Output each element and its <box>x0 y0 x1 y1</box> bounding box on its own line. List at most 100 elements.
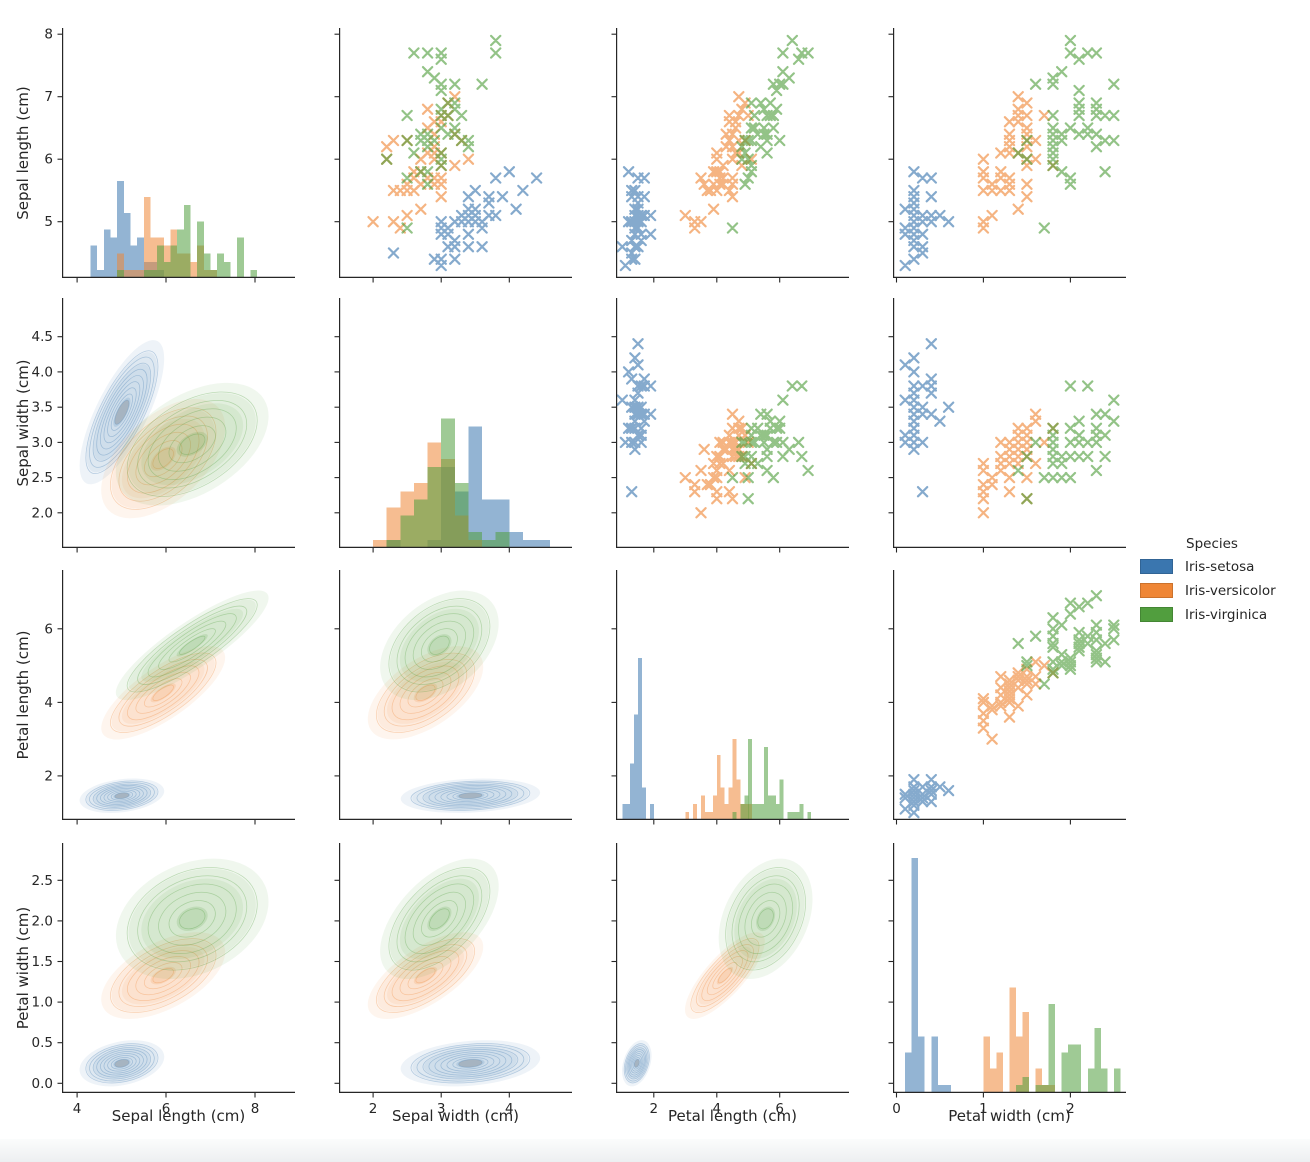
axis-ticks <box>57 336 256 553</box>
svg-text:4: 4 <box>713 1101 722 1117</box>
subplot-row2-col3 <box>611 298 849 553</box>
page-bottom-edge <box>0 1139 1310 1162</box>
axis-ticks <box>57 628 256 825</box>
legend-item: Iris-virginica <box>1140 606 1276 623</box>
tick-labels: 2.0 2.5 3.0 3.5 4.0 4.5 <box>32 329 53 521</box>
svg-text:4: 4 <box>73 1101 82 1117</box>
scatter-points <box>899 34 1120 272</box>
axis-ticks <box>334 879 510 1098</box>
svg-text:0.5: 0.5 <box>32 1035 53 1051</box>
svg-text:2.0: 2.0 <box>32 505 53 521</box>
svg-text:2.5: 2.5 <box>32 873 53 889</box>
kde-contours <box>79 590 269 813</box>
tick-labels: 5 6 7 8 <box>44 27 53 230</box>
subplot-row1-col3 <box>611 28 849 283</box>
plot-spines <box>339 570 572 820</box>
kde-contours <box>79 858 269 1087</box>
kde-contours <box>79 340 269 519</box>
scatter-points <box>616 34 814 272</box>
legend-title: Species <box>1186 536 1238 552</box>
tick-labels: 2 3 4 <box>369 1101 514 1117</box>
axis-ticks <box>611 336 781 553</box>
svg-text:0.0: 0.0 <box>32 1076 53 1092</box>
axis-ticks <box>888 336 1071 553</box>
subplot-row3-col4 <box>888 570 1126 825</box>
legend-label: Iris-virginica <box>1185 606 1268 623</box>
svg-text:6: 6 <box>44 152 53 168</box>
subplot-row3-col3 <box>611 570 849 825</box>
x-axis-label-petal-length: Petal length (cm) <box>668 1107 797 1125</box>
histogram-bars <box>90 180 258 278</box>
y-axis-label-sepal-length: Sepal length (cm) <box>14 86 32 220</box>
plot-spines <box>339 843 572 1093</box>
plot-spines <box>893 298 1126 548</box>
svg-text:3.5: 3.5 <box>32 400 53 416</box>
legend-item: Iris-setosa <box>1140 558 1276 575</box>
plot-spines <box>62 570 295 820</box>
subplot-row1-col4 <box>888 28 1126 283</box>
legend-swatch-iris-virginica <box>1140 607 1173 622</box>
svg-text:4.0: 4.0 <box>32 364 53 380</box>
svg-text:1.0: 1.0 <box>32 995 53 1011</box>
svg-text:1.5: 1.5 <box>32 954 53 970</box>
plot-spines <box>616 298 849 548</box>
svg-text:6: 6 <box>44 621 53 637</box>
y-axis-label-petal-length: Petal length (cm) <box>14 630 32 760</box>
tick-labels: 2 4 6 <box>44 621 53 784</box>
svg-text:5: 5 <box>44 214 53 230</box>
subplot-row4-col4: 0 1 2 <box>888 843 1126 1117</box>
x-axis-label-sepal-width: Sepal width (cm) <box>391 1107 520 1125</box>
tick-labels: 4 6 8 0.0 0.5 1.0 1.5 2.0 2.5 <box>32 873 260 1117</box>
subplot-row3-col2 <box>334 570 572 825</box>
histogram-bars <box>373 418 551 548</box>
kde-contours <box>367 590 541 813</box>
svg-text:0: 0 <box>892 1101 901 1117</box>
plot-spines <box>339 298 572 548</box>
plot-spines <box>62 843 295 1093</box>
axis-ticks <box>57 879 256 1098</box>
histogram-bars <box>622 657 812 820</box>
svg-text:2: 2 <box>44 768 53 784</box>
scatter-points <box>899 590 1120 819</box>
svg-text:4: 4 <box>505 1101 514 1117</box>
plot-spines <box>62 298 295 548</box>
axis-ticks <box>611 33 781 283</box>
scatter-points <box>616 338 814 519</box>
plot-spines <box>893 843 1126 1093</box>
axis-ticks <box>888 879 1071 1098</box>
subplot-row2-col1: 2.0 2.5 3.0 3.5 4.0 4.5 <box>32 298 295 553</box>
legend: Species Iris-setosa Iris-versicolor Iris… <box>1140 536 1276 631</box>
legend-swatch-iris-setosa <box>1140 559 1173 574</box>
svg-text:2.0: 2.0 <box>32 913 53 929</box>
scatter-points <box>367 34 543 272</box>
axis-ticks <box>57 33 256 283</box>
subplot-row2-col2 <box>334 298 572 553</box>
svg-text:1: 1 <box>979 1101 988 1117</box>
kde-contours <box>367 858 541 1087</box>
svg-text:4: 4 <box>44 695 53 711</box>
plot-spines <box>616 843 849 1093</box>
axis-ticks <box>334 336 510 553</box>
svg-text:2: 2 <box>1066 1101 1075 1117</box>
plot-spines <box>616 28 849 278</box>
subplot-row1-col2 <box>334 28 572 283</box>
axis-ticks <box>888 33 1071 283</box>
svg-text:8: 8 <box>251 1101 260 1117</box>
tick-labels: 2 4 6 <box>650 1101 784 1117</box>
plot-spines <box>893 570 1126 820</box>
svg-text:8: 8 <box>44 27 53 43</box>
axis-ticks <box>611 879 781 1098</box>
histogram-bars <box>905 858 1121 1093</box>
legend-label: Iris-versicolor <box>1185 582 1276 599</box>
svg-text:3: 3 <box>437 1101 446 1117</box>
legend-label: Iris-setosa <box>1185 558 1255 575</box>
legend-item: Iris-versicolor <box>1140 582 1276 599</box>
svg-text:6: 6 <box>775 1101 784 1117</box>
scatter-points <box>899 338 1120 519</box>
axis-ticks <box>888 628 1071 825</box>
subplot-row4-col1: 4 6 8 0.0 0.5 1.0 1.5 2.0 2.5 <box>32 843 295 1117</box>
plot-spines <box>62 28 295 278</box>
x-axis-label-petal-width: Petal width (cm) <box>948 1107 1071 1125</box>
subplot-row4-col3: 2 4 6 <box>611 843 849 1117</box>
plot-spines <box>339 28 572 278</box>
